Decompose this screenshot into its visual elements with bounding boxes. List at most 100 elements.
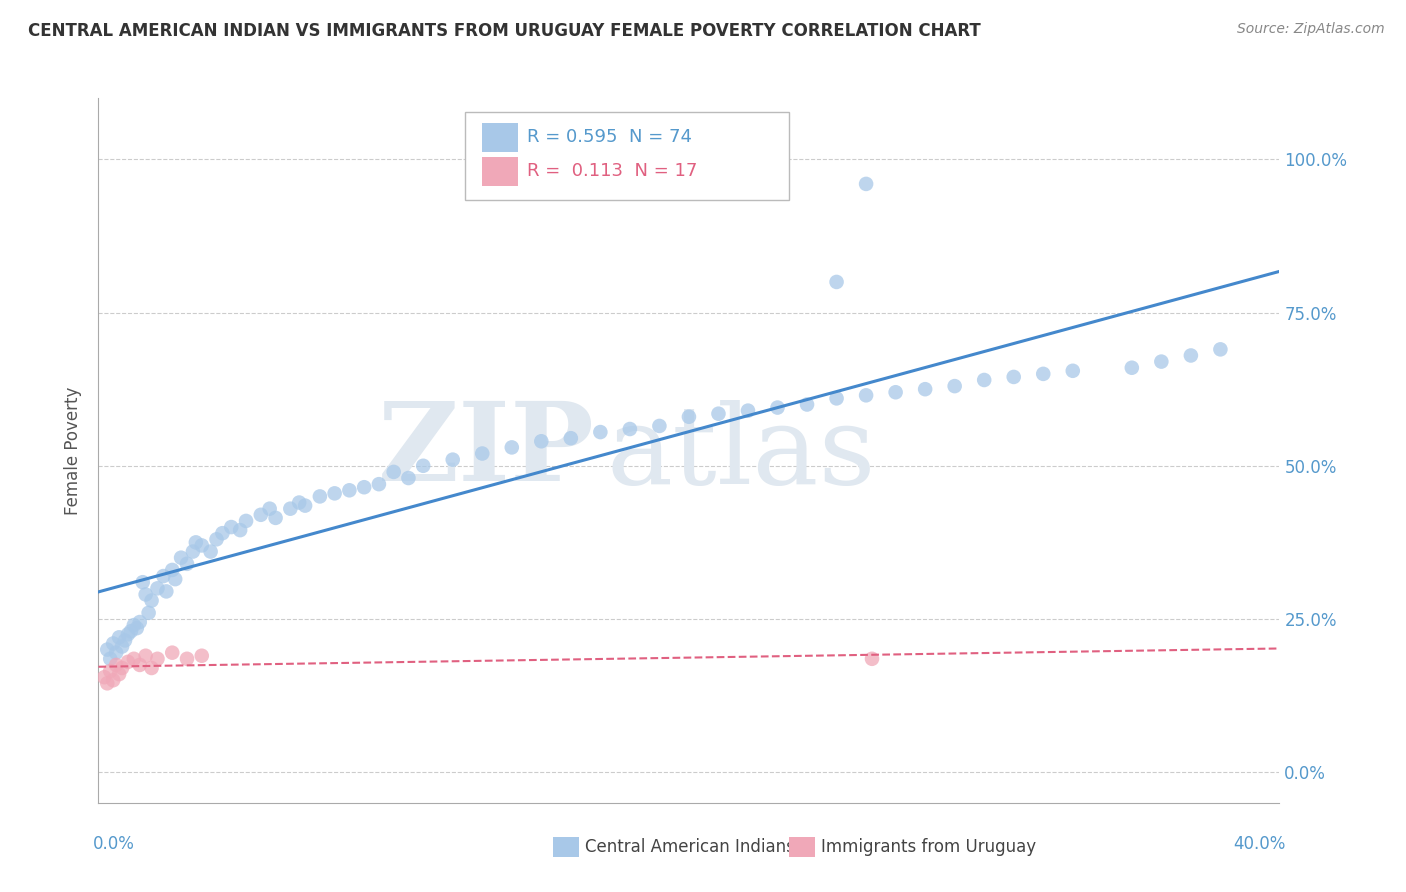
Point [1121, 360, 1143, 375]
Point [294, 499, 316, 513]
Text: CENTRAL AMERICAN INDIAN VS IMMIGRANTS FROM URUGUAY FEMALE POVERTY CORRELATION CH: CENTRAL AMERICAN INDIAN VS IMMIGRANTS FR… [28, 22, 981, 40]
Point [184, 535, 207, 549]
FancyBboxPatch shape [464, 112, 789, 201]
Point [111, 640, 134, 654]
Point [146, 652, 169, 666]
Point [221, 520, 243, 534]
Point [103, 673, 125, 688]
Point [1062, 364, 1084, 378]
Point [855, 177, 877, 191]
Point [398, 471, 420, 485]
Point [229, 523, 252, 537]
Text: Source: ZipAtlas.com: Source: ZipAtlas.com [1237, 22, 1385, 37]
Point [560, 431, 582, 445]
Point [152, 569, 174, 583]
Point [141, 661, 163, 675]
Text: R = 0.595  N = 74: R = 0.595 N = 74 [527, 128, 692, 146]
Text: 40.0%: 40.0% [1233, 835, 1285, 853]
Point [128, 615, 150, 629]
Point [737, 403, 759, 417]
Text: atlas: atlas [606, 401, 876, 508]
Point [1032, 367, 1054, 381]
Text: Immigrants from Uruguay: Immigrants from Uruguay [821, 838, 1036, 856]
Point [141, 593, 163, 607]
Point [98, 664, 121, 678]
Point [200, 544, 222, 558]
Point [766, 401, 789, 415]
Point [108, 631, 131, 645]
Point [114, 633, 136, 648]
Point [98, 652, 121, 666]
Point [96, 676, 118, 690]
Bar [553, 838, 579, 857]
Point [176, 557, 198, 571]
Point [165, 572, 187, 586]
Point [135, 587, 157, 601]
Point [280, 501, 302, 516]
Point [96, 642, 118, 657]
Point [181, 544, 204, 558]
Point [170, 550, 193, 565]
Point [1209, 343, 1232, 357]
Point [120, 624, 142, 639]
Point [353, 480, 375, 494]
Point [155, 584, 177, 599]
Point [162, 563, 183, 577]
Point [914, 382, 936, 396]
Bar [482, 123, 517, 153]
Point [530, 434, 553, 449]
Point [678, 409, 700, 424]
Point [707, 407, 730, 421]
Y-axis label: Female Poverty: Female Poverty [65, 386, 83, 515]
Point [382, 465, 405, 479]
Point [135, 648, 157, 663]
Bar [789, 838, 815, 857]
Point [288, 495, 311, 509]
Point [250, 508, 273, 522]
Text: ZIP: ZIP [378, 397, 595, 504]
Point [368, 477, 391, 491]
Point [111, 661, 134, 675]
Point [619, 422, 641, 436]
Point [412, 458, 434, 473]
Point [855, 388, 877, 402]
Point [860, 652, 883, 666]
Point [211, 526, 233, 541]
Bar [482, 157, 517, 186]
Point [339, 483, 361, 498]
Point [1180, 349, 1202, 363]
Point [796, 397, 818, 411]
Point [108, 667, 131, 681]
Point [117, 627, 139, 641]
Point [205, 533, 228, 547]
Point [648, 419, 671, 434]
Point [122, 652, 145, 666]
Point [1002, 370, 1025, 384]
Point [128, 657, 150, 672]
Text: 0.0%: 0.0% [93, 835, 135, 853]
Point [146, 582, 169, 596]
Point [309, 490, 332, 504]
Point [122, 618, 145, 632]
Point [117, 655, 139, 669]
Point [264, 511, 287, 525]
Point [884, 385, 907, 400]
Point [191, 538, 214, 552]
Point [105, 657, 128, 672]
Point [125, 621, 148, 635]
Point [93, 670, 115, 684]
Point [162, 646, 183, 660]
Point [973, 373, 995, 387]
Point [825, 275, 848, 289]
Point [825, 392, 848, 406]
Point [943, 379, 966, 393]
Text: R =  0.113  N = 17: R = 0.113 N = 17 [527, 161, 697, 179]
Point [323, 486, 346, 500]
Point [235, 514, 257, 528]
Point [176, 652, 198, 666]
Point [1150, 354, 1173, 368]
Point [105, 646, 128, 660]
Point [138, 606, 160, 620]
Point [103, 636, 125, 650]
Point [471, 446, 494, 460]
